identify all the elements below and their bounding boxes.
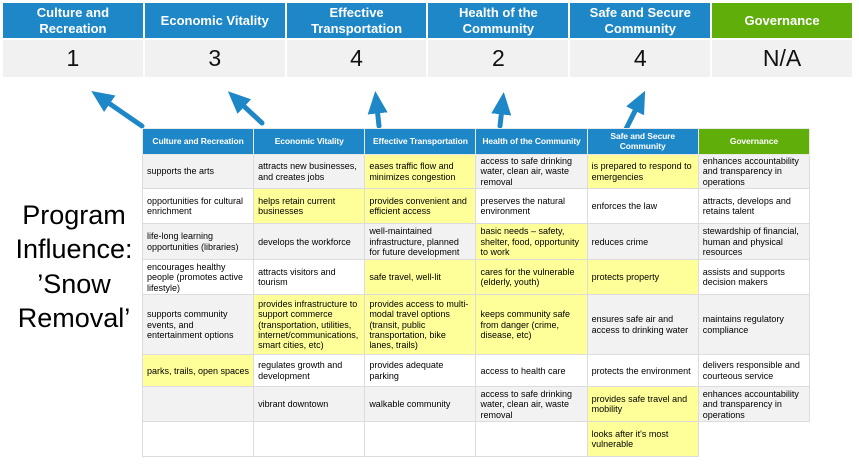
matrix-cell (141, 386, 255, 423)
matrix-cell: is prepared to respond to emergencies (586, 153, 699, 190)
influence-table: Culture and Recreation Economic Vitality E… (141, 128, 811, 458)
summary-header-effective-transportation: Effective Transportation (286, 3, 427, 38)
matrix-cell: stewardship of financial, human and phys… (697, 223, 811, 261)
matrix-cell (475, 421, 588, 458)
matrix-cell: supports community events, and entertain… (141, 294, 255, 356)
matrix-cell: regulates growth and development (253, 354, 366, 388)
matrix-cell: helps retain current businesses (253, 188, 366, 225)
summary-header-culture-recreation: Culture and Recreation (3, 3, 143, 38)
matrix-cell (364, 421, 477, 458)
matrix-cell: walkable community (364, 386, 477, 423)
matrix-cell (253, 421, 366, 458)
matrix-cell: provides safe travel and mobility (586, 386, 699, 423)
arrow-health-community-icon (491, 92, 512, 129)
summary-header-safe-secure: Safe and Secure Community (570, 3, 711, 38)
table-row: supports community events, and entertain… (141, 294, 811, 356)
matrix-cell: attracts new businesses, and creates job… (253, 153, 366, 190)
summary-score-governance: N/A (712, 40, 852, 77)
matrix-cell: parks, trails, open spaces (141, 354, 255, 388)
matrix-cell: provides convenient and efficient access (364, 188, 477, 225)
matrix-cell: provides adequate parking (364, 354, 477, 388)
matrix-cell: enforces the law (586, 188, 699, 225)
summary-score-economic-vitality: 3 (144, 40, 285, 77)
table-row: vibrant downtown walkable community access… (141, 386, 811, 423)
matrix-cell: looks after it's most vulnerable (586, 421, 699, 458)
matrix-cell: protects property (586, 259, 699, 296)
matrix-cell: basic needs – safety, shelter, food, opp… (475, 223, 588, 261)
summary-col-effective-transportation: Effective Transportation 4 (286, 3, 427, 77)
arrow-culture-recreation-icon (91, 91, 145, 129)
summary-score-effective-transportation: 4 (286, 40, 427, 77)
matrix-cell: preserves the natural environment (475, 188, 588, 225)
matrix-cell: reduces crime (586, 223, 699, 261)
matrix-cell: safe travel, well-lit (364, 259, 477, 296)
matrix-cell: ensures safe air and access to drinking … (586, 294, 699, 356)
matrix-cell: opportunities for cultural enrichment (141, 188, 255, 225)
summary-header-economic-vitality: Economic Vitality (144, 3, 285, 38)
matrix-header: Culture and Recreation (141, 128, 255, 155)
score-summary-band: Culture and Recreation 1 Economic Vitali… (3, 3, 852, 77)
summary-score-safe-secure: 4 (570, 40, 711, 77)
matrix-cell: assists and supports decision makers (697, 259, 811, 296)
matrix-cell: attracts, develops and retains talent (697, 188, 811, 225)
summary-col-governance: Governance N/A (712, 3, 852, 77)
empty-cell (698, 421, 810, 457)
matrix-cell: vibrant downtown (253, 386, 366, 423)
summary-col-economic-vitality: Economic Vitality 3 (144, 3, 285, 77)
arrow-safe-secure-icon (623, 90, 646, 132)
table-row: supports the arts attracts new businesses… (141, 153, 811, 190)
summary-col-health-community: Health of the Community 2 (428, 3, 569, 77)
matrix-cell: protects the environment (586, 354, 699, 388)
summary-col-culture-recreation: Culture and Recreation 1 (3, 3, 143, 77)
matrix-header-row: Culture and Recreation Economic Vitality E… (141, 128, 811, 155)
matrix-header: Governance (697, 128, 811, 155)
matrix-cell: attracts visitors and tourism (253, 259, 366, 296)
matrix-cell: delivers responsible and courteous servi… (697, 354, 811, 388)
arrow-effective-transportation-icon (367, 91, 388, 129)
table-row: parks, trails, open spaces regulates grow… (141, 354, 811, 388)
summary-header-governance: Governance (712, 3, 852, 38)
matrix-header: Economic Vitality (253, 128, 366, 155)
matrix-cell: develops the workforce (253, 223, 366, 261)
matrix-header: Health of the Community (475, 128, 588, 155)
summary-score-culture-recreation: 1 (3, 40, 143, 77)
table-row: opportunities for cultural enrichment hel… (141, 188, 811, 225)
table-row: encourages healthy people (promotes acti… (141, 259, 811, 296)
matrix-cell: eases traffic flow and minimizes congest… (364, 153, 477, 190)
summary-header-health-community: Health of the Community (428, 3, 569, 38)
matrix-cell: access to safe drinking water, clean air… (475, 386, 588, 423)
matrix-cell: supports the arts (141, 153, 255, 190)
matrix-header: Safe and Secure Community (586, 128, 699, 155)
matrix-cell: well-maintained infrastructure, planned … (364, 223, 477, 261)
matrix-cell: cares for the vulnerable (elderly, youth… (475, 259, 588, 296)
matrix-cell: maintains regulatory compliance (697, 294, 811, 356)
program-influence-label: Program Influence: ’Snow Removal’ (15, 200, 133, 333)
table-row: looks after it's most vulnerable (141, 421, 810, 458)
matrix-cell: keeps community safe from danger (crime,… (475, 294, 588, 356)
summary-score-health-community: 2 (428, 40, 569, 77)
arrow-economic-vitality-icon (227, 91, 265, 126)
matrix-cell: life-long learning opportunities (librar… (141, 223, 255, 261)
matrix-cell: provides access to multi-modal travel op… (364, 294, 477, 356)
matrix-cell (141, 421, 255, 458)
matrix-header: Effective Transportation (364, 128, 477, 155)
matrix-cell: enhances accountability and transparency… (697, 386, 811, 423)
matrix-cell: provides infrastructure to support comme… (253, 294, 366, 356)
matrix-cell: access to health care (475, 354, 588, 388)
matrix-cell: access to safe drinking water, clean air… (475, 153, 588, 190)
summary-col-safe-secure: Safe and Secure Community 4 (570, 3, 711, 77)
table-row: life-long learning opportunities (librar… (141, 223, 811, 261)
matrix-cell: enhances accountability and transparency… (697, 153, 811, 190)
matrix-cell: encourages healthy people (promotes acti… (141, 259, 255, 296)
